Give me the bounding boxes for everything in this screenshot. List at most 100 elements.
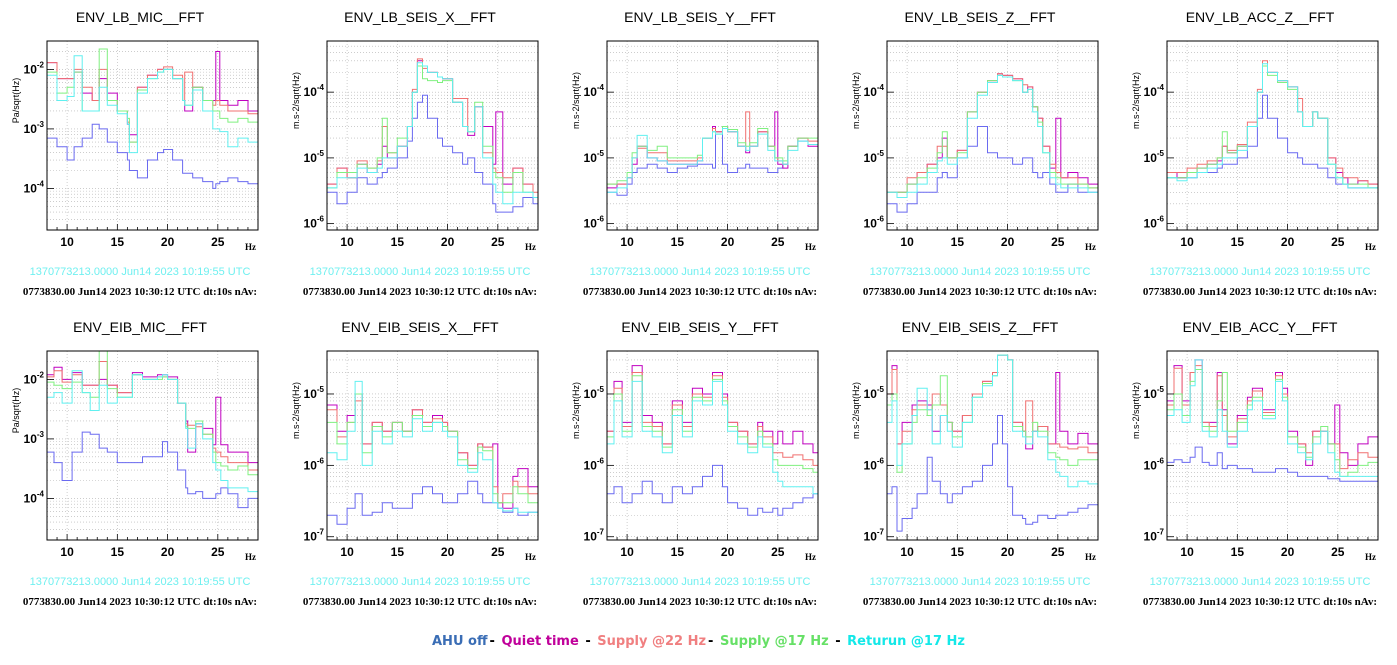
legend-separator: - [708,634,714,649]
reference-timestamp: 1370773213.0000 Jun14 2023 10:19:55 UTC [1150,266,1371,278]
x-axis-label: Hz [245,552,256,562]
chart-title: ENV_EIB_SEIS_Z__FFT [902,319,1059,335]
chart-svg: ENV_LB_SEIS_Y__FFT 10 15 20 25 Hz 10-6 10-5 10-4… [571,9,819,298]
x-tick-label: 25 [1051,545,1065,559]
x-tick-label: 15 [111,235,125,249]
x-axis-label: Hz [1085,242,1096,252]
y-tick-label: 10-6 [584,215,605,231]
series-line-ahu_off [1167,446,1379,482]
chart-panel: ENV_LB_SEIS_Y__FFT 10 15 20 25 Hz 10-6 10-5 10-4… [560,0,840,305]
legend-ahu-off: AHU off [432,634,488,649]
x-tick-label: 10 [620,235,634,249]
chart-title: ENV_LB_SEIS_Y__FFT [624,9,776,25]
y-tick-label: 10-7 [304,528,325,544]
chart-panel: ENV_EIB_SEIS_X__FFT 10 15 20 25 Hz 10-7 10-6 10-… [280,310,560,615]
x-tick-label: 20 [161,235,175,249]
chart-panel: ENV_LB_MIC__FFT 10 15 20 25 Hz 10-4 10-3 10-2 Pa/… [0,0,280,305]
chart-panel: ENV_EIB_ACC_Y__FFT 10 15 20 25 Hz 10-7 10-6 10-5… [1120,310,1397,615]
y-axis-label: m.s-2/sqrt(Hz) [571,382,581,439]
chart-svg: ENV_LB_ACC_Z__FFT 10 15 20 25 Hz 10-6 10-5 10-4m… [1131,9,1379,298]
y-tick-label: 10-4 [1144,83,1165,99]
y-axis-label: m.s-2/sqrt(Hz) [291,72,301,129]
plot-area [327,41,538,230]
plot-frame [1166,350,1379,541]
plot-frame [886,40,1099,231]
series-line-ahu_off [327,94,539,213]
plot-area [327,351,538,540]
y-tick-label: 10-6 [864,456,885,472]
series-line-ahu_off [607,464,819,516]
y-tick-label: 10-4 [584,83,605,99]
y-tick-label: 10-7 [584,528,605,544]
x-tick-label: 20 [441,235,455,249]
plot-frame [46,350,259,541]
x-tick-label: 10 [60,545,74,559]
x-tick-label: 15 [1231,235,1245,249]
legend-separator: - [489,634,495,649]
x-axis-label: Hz [245,242,256,252]
chart-title: ENV_EIB_SEIS_X__FFT [341,319,499,335]
x-axis-label: Hz [805,242,816,252]
plot-frame [1166,40,1379,231]
chart-panel: ENV_EIB_SEIS_Y__FFT 10 15 20 25 Hz 10-7 10-6 10-… [560,310,840,615]
y-axis-label: m.s-2/sqrt(Hz) [1131,382,1141,439]
reference-timestamp: 1370773213.0000 Jun14 2023 10:19:55 UTC [590,576,811,588]
y-tick-label: 10-6 [1144,215,1165,231]
x-tick-label: 10 [60,235,74,249]
x-tick-label: 10 [620,545,634,559]
chart-title: ENV_EIB_ACC_Y__FFT [1183,319,1338,335]
x-tick-label: 25 [211,545,225,559]
x-axis-label: Hz [1365,242,1376,252]
chart-panel: ENV_EIB_SEIS_Z__FFT 10 15 20 25 Hz 10-7 10-6 10-… [840,310,1120,615]
chart-svg: ENV_LB_MIC__FFT 10 15 20 25 Hz 10-4 10-3 10-2Pa/… [11,9,259,298]
y-tick-label: 10-6 [864,215,885,231]
series-line-ahu_off [47,123,259,192]
reference-timestamp: 1370773213.0000 Jun14 2023 10:19:55 UTC [870,576,1091,588]
series-line-r17 [1167,359,1378,477]
legend-quiet-time: Quiet time [501,634,579,649]
reference-timestamp: 1370773213.0000 Jun14 2023 10:19:55 UTC [870,266,1091,278]
x-tick-label: 15 [1231,545,1245,559]
y-tick-label: 10-4 [864,83,885,99]
series-line-r17 [607,128,818,193]
legend-supply-22hz: Supply @22 Hz [597,634,707,649]
series-line-r17 [607,380,818,495]
chart-svg: ENV_LB_SEIS_X__FFT 10 15 20 25 Hz 10-6 10-5 10-4… [291,9,539,298]
y-tick-label: 10-5 [584,385,605,401]
y-tick-label: 10-5 [864,149,885,165]
y-tick-label: 10-5 [584,149,605,165]
x-tick-label: 15 [671,235,685,249]
legend-return-17hz: Returun @17 Hz [847,634,965,649]
x-tick-label: 25 [211,235,225,249]
x-tick-label: 20 [1281,235,1295,249]
series-line-s22 [47,62,259,143]
y-tick-label: 10-4 [304,83,325,99]
measurement-timestamp: 0773830.00 Jun14 2023 10:30:12 UTC dt:10… [23,596,257,608]
series-line-r17 [327,380,538,513]
measurement-timestamp: 0773830.00 Jun14 2023 10:30:12 UTC dt:10… [303,596,537,608]
plot-frame [326,350,539,541]
y-tick-label: 10-6 [1144,456,1165,472]
x-tick-label: 25 [1331,545,1345,559]
plot-area [887,41,1098,230]
chart-title: ENV_LB_SEIS_Z__FFT [905,9,1056,25]
chart-svg: ENV_LB_SEIS_Z__FFT 10 15 20 25 Hz 10-6 10-5 10-4… [851,9,1099,298]
x-tick-label: 25 [491,545,505,559]
measurement-timestamp: 0773830.00 Jun14 2023 10:30:12 UTC dt:10… [303,286,537,298]
x-axis-label: Hz [805,552,816,562]
plot-area [1167,351,1378,540]
reference-timestamp: 1370773213.0000 Jun14 2023 10:19:55 UTC [310,576,531,588]
chart-svg: ENV_EIB_SEIS_X__FFT 10 15 20 25 Hz 10-7 10-6 10-… [291,319,539,608]
measurement-timestamp: 0773830.00 Jun14 2023 10:30:12 UTC dt:10… [1143,596,1377,608]
plot-area [1167,41,1378,230]
y-tick-label: 10-6 [304,456,325,472]
measurement-timestamp: 0773830.00 Jun14 2023 10:30:12 UTC dt:10… [583,286,817,298]
y-tick-label: 10-4 [24,179,45,195]
series-line-r17 [887,354,1099,488]
y-axis-label: m.s-2/sqrt(Hz) [1131,72,1141,129]
series-line-ahu_off [887,415,1099,532]
y-tick-label: 10-7 [864,528,885,544]
y-tick-label: 10-5 [304,385,325,401]
x-tick-label: 25 [771,545,785,559]
y-tick-label: 10-4 [24,489,45,505]
